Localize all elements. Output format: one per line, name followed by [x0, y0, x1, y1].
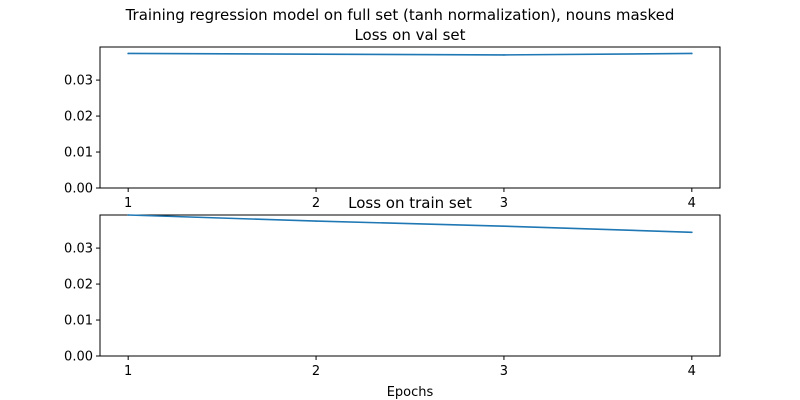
train-loss-ytick-label: 0.00	[64, 350, 93, 365]
val-loss-title: Loss on val set	[354, 26, 465, 44]
val-loss-data-point	[315, 53, 317, 55]
train-loss-xtick-label: 4	[688, 364, 696, 379]
val-loss-xtick-label: 4	[688, 196, 696, 211]
val-loss-series-line	[127, 52, 693, 56]
val-loss-xtick-label: 1	[124, 196, 132, 211]
train-loss-series-line	[127, 214, 693, 234]
val-loss-ytick-label: 0.03	[64, 74, 93, 89]
train-loss-ytick-label: 0.02	[64, 278, 93, 293]
train-loss-xtick-label: 3	[500, 364, 508, 379]
train-loss-xtick-label: 1	[124, 364, 132, 379]
train-loss-ytick-label: 0.01	[64, 314, 93, 329]
train-loss-data-point	[503, 225, 505, 227]
val-loss-ytick-label: 0.01	[64, 146, 93, 161]
val-loss-data-point	[691, 52, 693, 55]
val-loss-data-point	[503, 54, 505, 56]
train-loss-plot-frame	[99, 214, 721, 357]
val-loss-axes: Loss on val set 1 2 3 4 0.00 0.01 0.02 0.03	[64, 26, 721, 211]
val-loss-data-point	[127, 52, 129, 55]
train-loss-data-point	[691, 231, 693, 234]
figure-suptitle: Training regression model on full set (t…	[125, 6, 675, 24]
train-loss-xlabel: Epochs	[387, 385, 434, 400]
train-loss-axes: Loss on train set Epochs 1 2 3 4 0.00 0.01 0.0…	[64, 194, 721, 400]
train-loss-ytick-label: 0.03	[64, 242, 93, 257]
val-loss-xtick-label: 3	[500, 196, 508, 211]
val-loss-xtick-label: 2	[312, 196, 320, 211]
train-loss-xtick-label: 2	[312, 364, 320, 379]
train-loss-title: Loss on train set	[348, 194, 472, 212]
val-loss-ytick-label: 0.02	[64, 110, 93, 125]
train-loss-data-point	[315, 220, 317, 222]
val-loss-plot-frame	[99, 46, 721, 189]
val-loss-ytick-label: 0.00	[64, 182, 93, 197]
train-loss-data-point	[127, 214, 129, 216]
